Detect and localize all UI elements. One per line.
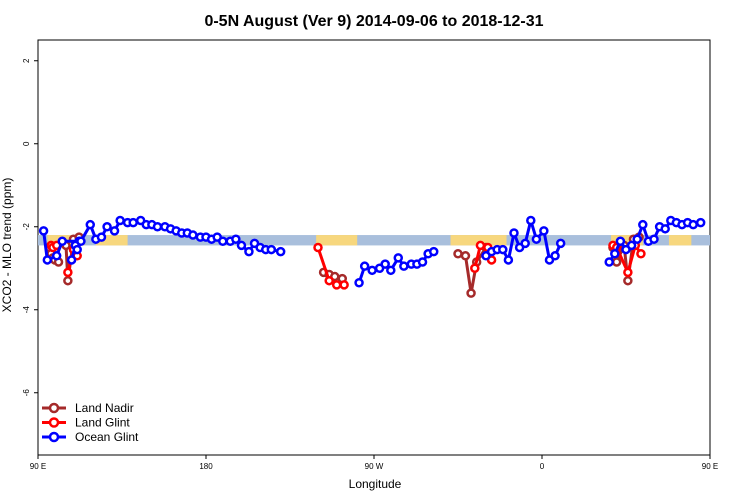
ocean-glint-point bbox=[96, 232, 107, 242]
ocean-glint-point bbox=[231, 234, 241, 244]
land-band-segment bbox=[668, 235, 692, 246]
ocean-glint-point bbox=[109, 226, 120, 236]
legend-item-ocean-glint: Ocean Glint bbox=[42, 430, 139, 444]
ocean-glint-point bbox=[359, 261, 370, 271]
ocean-glint-point bbox=[393, 253, 404, 263]
ocean-glint-point bbox=[128, 217, 138, 228]
ocean-glint-point bbox=[604, 257, 614, 267]
land-glint-point bbox=[324, 275, 334, 286]
series-ocean-glint bbox=[38, 215, 706, 288]
land-band-segment bbox=[316, 235, 358, 246]
land-nadir-point bbox=[63, 275, 73, 286]
y-axis-label: XCO2 - MLO trend (ppm) bbox=[0, 178, 14, 313]
ocean-glint-point bbox=[626, 240, 637, 251]
series-layer bbox=[38, 215, 706, 298]
land-glint-point bbox=[623, 267, 633, 278]
ocean-glint-point bbox=[417, 257, 428, 267]
land-glint-point bbox=[636, 248, 646, 259]
land-glint-point bbox=[63, 267, 73, 278]
legend-label: Land Nadir bbox=[75, 401, 134, 415]
ocean-glint-point bbox=[386, 265, 396, 276]
legend-item-land-nadir: Land Nadir bbox=[42, 401, 134, 415]
ocean-glint-point bbox=[615, 236, 626, 247]
land-glint-point bbox=[313, 242, 323, 253]
land-nadir-point bbox=[466, 288, 476, 298]
x-tick-label: 0 bbox=[540, 462, 545, 471]
ocean-glint-point bbox=[42, 255, 53, 265]
ocean-glint-point bbox=[275, 246, 286, 257]
ocean-glint-point bbox=[610, 248, 620, 259]
legend-item-land-glint: Land Glint bbox=[42, 416, 130, 430]
legend-label: Land Glint bbox=[75, 416, 130, 430]
y-tick-label: 2 bbox=[22, 58, 31, 63]
ocean-glint-point bbox=[188, 230, 198, 240]
ocean-glint-point bbox=[57, 236, 68, 247]
ocean-glint-point bbox=[555, 238, 566, 249]
ocean-glint-point bbox=[115, 215, 125, 226]
ocean-glint-point bbox=[266, 244, 277, 255]
ocean-glint-point bbox=[380, 259, 390, 269]
land-band-segment bbox=[611, 235, 643, 246]
land-glint-point bbox=[470, 263, 480, 273]
ocean-glint-point bbox=[428, 246, 439, 257]
ocean-band bbox=[38, 235, 710, 246]
legend-swatch-marker bbox=[48, 417, 60, 428]
land-nadir-point bbox=[611, 257, 622, 267]
x-axis-label: Longitude bbox=[349, 477, 402, 491]
land-band-segment bbox=[450, 235, 507, 246]
legend-swatch-marker bbox=[48, 402, 60, 414]
ocean-glint-point bbox=[152, 222, 163, 232]
ocean-glint-point bbox=[498, 244, 508, 255]
ocean-glint-point bbox=[539, 226, 549, 236]
ocean-glint-point bbox=[509, 228, 519, 238]
ocean-glint-point bbox=[85, 219, 96, 230]
x-axis: 90 E 180 90 W 0 90 E bbox=[30, 455, 718, 471]
ocean-glint-point bbox=[526, 215, 536, 226]
x-tick-label: 90 E bbox=[30, 462, 46, 471]
ocean-glint-point bbox=[649, 234, 659, 244]
y-tick-label: 0 bbox=[22, 141, 31, 146]
y-tick-label: -4 bbox=[22, 306, 31, 314]
land-nadir-point bbox=[453, 248, 463, 259]
legend-label: Ocean Glint bbox=[75, 430, 139, 444]
ocean-glint-point bbox=[632, 234, 642, 244]
ocean-glint-point bbox=[688, 219, 698, 230]
ocean-glint-point bbox=[66, 255, 77, 265]
ocean-glint-point bbox=[503, 255, 514, 265]
ocean-glint-point bbox=[354, 278, 364, 288]
ocean-glint-point bbox=[695, 217, 706, 228]
x-tick-label: 180 bbox=[199, 462, 213, 471]
land-glint-point bbox=[339, 280, 349, 290]
ocean-glint-point bbox=[236, 240, 247, 251]
legend-swatch-marker bbox=[48, 431, 60, 443]
ocean-glint-point bbox=[660, 224, 670, 234]
land-glint-point bbox=[331, 280, 342, 290]
ocean-glint-point bbox=[531, 234, 542, 244]
y-axis: 2 0 -2 -4 -6 bbox=[22, 58, 38, 396]
ocean-glint-point bbox=[218, 236, 228, 247]
ocean-glint-point bbox=[638, 219, 648, 230]
chart-title: 0-5N August (Ver 9) 2014-09-06 to 2018-1… bbox=[204, 13, 543, 30]
x-tick-label: 90 E bbox=[702, 462, 718, 471]
land-band-segment bbox=[95, 235, 128, 246]
ocean-glint-point bbox=[102, 222, 112, 232]
y-tick-label: -2 bbox=[22, 223, 31, 231]
ocean-glint-point bbox=[244, 246, 254, 257]
ocean-glint-point bbox=[51, 251, 62, 261]
ocean-glint-point bbox=[38, 226, 49, 236]
land-glint-point bbox=[475, 240, 486, 251]
ocean-glint-point bbox=[550, 251, 560, 261]
ocean-glint-point bbox=[399, 261, 409, 271]
y-tick-label: -6 bbox=[22, 389, 31, 397]
land-nadir-point bbox=[460, 251, 471, 261]
ocean-glint-point bbox=[72, 244, 82, 255]
x-tick-label: 90 W bbox=[365, 462, 384, 471]
ocean-glint-point bbox=[76, 236, 86, 247]
land-nadir-point bbox=[623, 275, 633, 286]
ocean-glint-point bbox=[520, 238, 530, 249]
ocean-glint-point bbox=[367, 265, 377, 276]
series-land-glint bbox=[46, 240, 646, 290]
